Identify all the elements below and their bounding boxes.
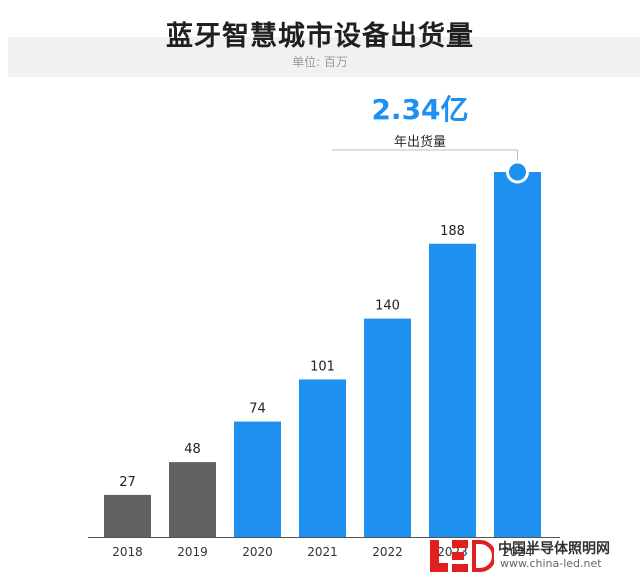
watermark-url: www.china-led.net <box>500 557 602 570</box>
data-label-2021: 101 <box>310 359 335 374</box>
bar-2020 <box>234 421 281 537</box>
x-tick-2020: 2020 <box>242 545 273 559</box>
x-tick-2022: 2022 <box>372 545 403 559</box>
bar-2018 <box>104 494 151 537</box>
chart-title: 蓝牙智慧城市设备出货量 <box>166 21 474 52</box>
bar-2022 <box>364 318 411 537</box>
data-label-2022: 140 <box>375 299 400 314</box>
x-tick-2024: 2024 <box>502 545 533 559</box>
highlight-label: 年出货量 <box>393 135 446 150</box>
bar-2023 <box>429 243 476 537</box>
chart-subtitle: 单位: 百万 <box>292 55 348 69</box>
callout-connector <box>332 149 518 162</box>
watermark: 中国半导体照明网 www.china-led.net <box>428 536 640 578</box>
bar-2021 <box>299 379 346 537</box>
data-label-2020: 74 <box>249 402 266 417</box>
x-tick-2021: 2021 <box>307 545 338 559</box>
x-tick-2018: 2018 <box>112 545 143 559</box>
highlight-value: 2.34亿 <box>371 93 469 126</box>
watermark-text: 中国半导体照明网 <box>498 541 610 557</box>
data-label-2018: 27 <box>119 475 136 490</box>
bar-2024 <box>494 172 541 537</box>
header-band <box>8 37 640 77</box>
data-label-2023: 188 <box>440 224 465 239</box>
data-label-2019: 48 <box>184 442 201 457</box>
bar-2019 <box>169 462 216 537</box>
highlight-marker <box>506 160 529 184</box>
x-tick-2019: 2019 <box>177 545 208 559</box>
led-logo-icon <box>430 540 496 572</box>
